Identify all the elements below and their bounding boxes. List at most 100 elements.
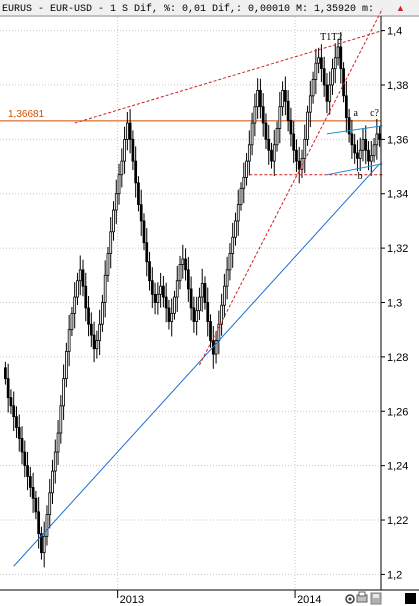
candle-body	[350, 133, 354, 146]
candle	[286, 90, 290, 132]
trendline-long-term-support[interactable]	[13, 163, 380, 567]
status-buttons	[345, 591, 416, 605]
candle	[209, 314, 212, 348]
candle	[256, 78, 260, 119]
gear-icon[interactable]	[345, 594, 355, 604]
print-icon[interactable]	[356, 591, 368, 603]
candle-body	[372, 144, 376, 157]
candle-body	[106, 253, 110, 276]
x-tick-label: 2013	[120, 594, 144, 606]
level-label: 1,36681	[8, 109, 45, 120]
candle	[358, 137, 362, 171]
candle	[87, 295, 90, 337]
candle-body	[198, 296, 201, 312]
candle	[153, 282, 157, 315]
candle	[40, 526, 43, 560]
candle	[62, 364, 65, 420]
candle	[311, 71, 315, 104]
annotations: T1T2 a c? b	[320, 32, 379, 182]
candle-body	[175, 280, 179, 298]
candle	[6, 363, 10, 413]
candle-body	[37, 511, 41, 535]
candle	[125, 112, 129, 151]
candle	[175, 265, 179, 312]
candle-body	[333, 57, 337, 70]
candle-body	[223, 285, 226, 306]
candle-body	[167, 307, 171, 322]
candle	[223, 273, 226, 318]
header-bar	[0, 0, 419, 15]
x-tick-label: 2014	[297, 594, 321, 606]
candle-body	[17, 427, 21, 439]
candle	[261, 93, 265, 137]
disk-icon[interactable]	[370, 592, 382, 605]
candle	[28, 466, 32, 497]
candle	[26, 451, 29, 491]
candle-body	[148, 261, 151, 282]
candle-body	[289, 119, 293, 135]
candle-body	[23, 451, 27, 467]
candle	[156, 282, 160, 315]
candle	[253, 93, 257, 137]
candle-body	[95, 340, 99, 350]
y-tick-label: 1,36	[387, 134, 408, 146]
candle	[322, 56, 326, 97]
candle-body	[242, 177, 246, 189]
candle-body	[67, 329, 71, 352]
y-tick-label: 1,3	[387, 298, 402, 310]
trendline-channel-lower[interactable]	[326, 163, 383, 176]
candle	[67, 314, 71, 367]
trendline-short-term-support[interactable]	[198, 8, 383, 366]
stop-icon[interactable]	[405, 593, 416, 604]
candle-body	[317, 57, 320, 64]
trendline-channel-upper[interactable]	[326, 125, 383, 135]
candle-body	[181, 258, 185, 265]
candle	[164, 282, 168, 323]
candle	[361, 128, 365, 162]
candle-body	[214, 340, 218, 355]
candle	[195, 296, 199, 336]
y-axis: 1,4 1,38 1,36 1,34 1,32 1,3 1,28 1,26 1,24 1,22 1,…	[381, 26, 408, 581]
candle-body	[275, 128, 279, 146]
candle	[159, 272, 162, 308]
candle-body	[256, 90, 260, 108]
candle	[264, 113, 268, 150]
candle-body	[28, 476, 32, 488]
candle-body	[92, 334, 96, 350]
candle-body	[145, 242, 149, 263]
candle-body	[220, 304, 223, 325]
candle	[142, 213, 146, 251]
candle	[95, 330, 99, 359]
candle	[364, 125, 368, 165]
annotation-label: c?	[370, 108, 379, 119]
y-tick-label: 1,38	[387, 80, 408, 92]
candle-body	[20, 438, 24, 453]
candle-body	[51, 470, 54, 494]
candle	[275, 121, 279, 152]
annotation-label: b	[358, 171, 363, 182]
candle	[308, 80, 312, 128]
trendline-resistance[interactable]	[74, 30, 383, 124]
candle-body	[247, 144, 251, 162]
candle	[203, 276, 207, 310]
candle	[167, 299, 171, 330]
candle	[314, 48, 318, 94]
candle-body	[26, 465, 29, 477]
candle-body	[295, 149, 298, 162]
candle	[239, 182, 243, 211]
candle-body	[325, 84, 329, 102]
candle	[328, 71, 332, 115]
candle-body	[303, 138, 307, 159]
candle	[78, 255, 82, 296]
candle-body	[34, 497, 38, 513]
candle	[84, 272, 88, 322]
y-tick-label: 1,32	[387, 243, 408, 255]
candle-body	[234, 220, 237, 238]
candle-body	[109, 231, 113, 254]
candle-body	[344, 95, 348, 119]
candle	[48, 478, 52, 529]
candle-body	[62, 378, 65, 407]
candle	[103, 260, 107, 318]
candle	[356, 140, 359, 172]
